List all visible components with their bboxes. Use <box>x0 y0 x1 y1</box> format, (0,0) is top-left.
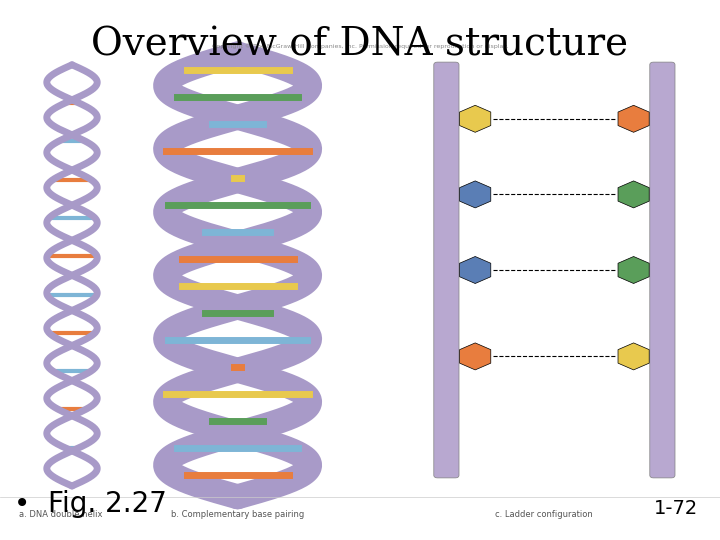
Text: c. Ladder configuration: c. Ladder configuration <box>495 510 593 519</box>
Text: Overview of DNA structure: Overview of DNA structure <box>91 27 629 64</box>
Text: a. DNA double helix: a. DNA double helix <box>19 510 103 519</box>
FancyBboxPatch shape <box>433 62 459 478</box>
Text: b. Complementary base pairing: b. Complementary base pairing <box>171 510 305 519</box>
Text: 1-72: 1-72 <box>654 500 698 518</box>
Text: •  Fig. 2.27: • Fig. 2.27 <box>14 490 167 518</box>
Text: Copyright © The McGraw-Hill Companies, Inc. Permission required for reproduction: Copyright © The McGraw-Hill Companies, I… <box>212 43 508 49</box>
FancyBboxPatch shape <box>650 62 675 478</box>
